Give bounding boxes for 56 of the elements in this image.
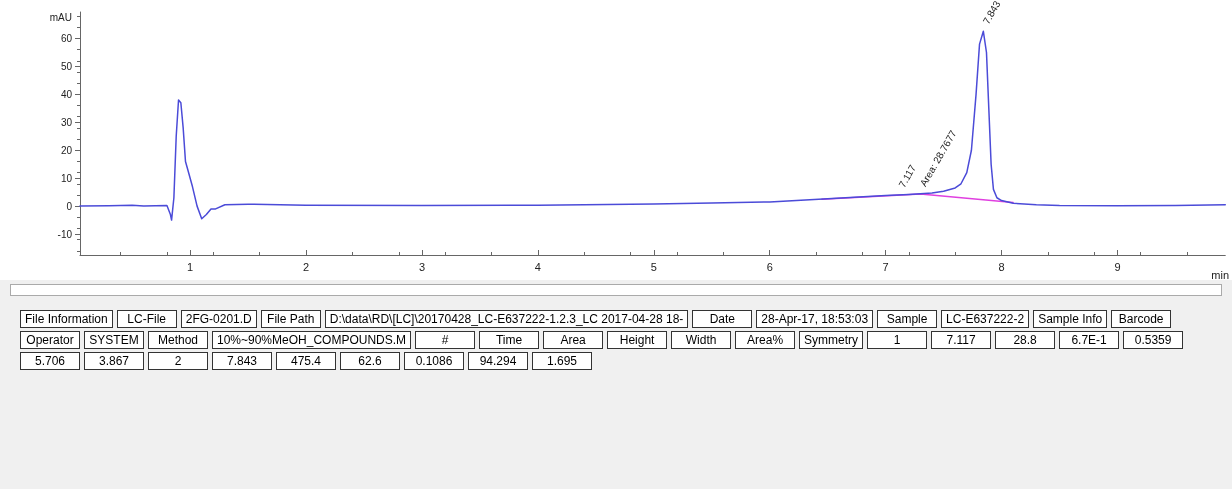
y-tick-label: 20 (60, 144, 73, 156)
x-tick-label: 1 (187, 260, 194, 273)
text: 1 (867, 331, 928, 349)
x-tick-label: 5 (650, 260, 657, 273)
text: 10%~90%MeOH_COMPOUNDS.M (212, 331, 412, 349)
text: Symmetry (799, 331, 864, 349)
x-tick-label: 4 (534, 260, 541, 273)
text: # (415, 331, 476, 349)
text: 475.4 (276, 352, 336, 370)
text: Area (543, 331, 604, 349)
text: 62.6 (340, 352, 400, 370)
text: Area% (735, 331, 796, 349)
text: File Information (20, 310, 113, 328)
x-tick-label: 2 (302, 260, 310, 273)
y-tick-label: 30 (60, 116, 73, 128)
y-axis-title: mAU (49, 11, 72, 23)
x-tick-label: 9 (1114, 260, 1121, 273)
y-tick-label: 10 (60, 172, 73, 184)
text: 0.5359 (1123, 331, 1184, 349)
text: 94.294 (468, 352, 528, 370)
x-axis-title: min (1211, 268, 1230, 281)
y-tick-label: -10 (57, 228, 73, 240)
text: Sample Info (1033, 310, 1108, 328)
text: Operator (20, 331, 80, 349)
x-tick-label: 3 (418, 260, 426, 273)
text: LC-File (116, 310, 177, 328)
text: 28.8 (995, 331, 1056, 349)
x-tick-label: 8 (998, 260, 1005, 273)
y-tick-label: 50 (60, 60, 73, 72)
text: LC-E637222-2 (941, 310, 1030, 328)
text: D:\data\RD\[LC]\20170428_LC-E637222-1.2.3_LC 2017-04-28 18- (324, 310, 689, 328)
text: Method (148, 331, 208, 349)
y-tick-label: 40 (60, 88, 73, 100)
text: File Path (260, 310, 321, 328)
y-tick-label: 60 (60, 33, 73, 45)
text: 1.695 (532, 352, 592, 370)
text: 6.7E-1 (1059, 331, 1120, 349)
text: Width (671, 331, 732, 349)
text: 28-Apr-17, 18:53:03 (756, 310, 874, 328)
text: 3.867 (84, 352, 144, 370)
text: Height (607, 331, 668, 349)
text: 7.843 (212, 352, 272, 370)
text: Barcode (1111, 310, 1172, 328)
line-series (79, 30, 1227, 221)
y-tick-label: 0 (66, 200, 73, 212)
text: 2FG-0201.D (180, 310, 257, 328)
text: 5.706 (20, 352, 80, 370)
x-tick-label: 6 (766, 260, 773, 273)
text: Sample (877, 310, 938, 328)
text: 7.117 (931, 331, 992, 349)
x-tick-label: 7 (882, 260, 889, 273)
text: 0.1086 (404, 352, 464, 370)
text: SYSTEM (84, 331, 144, 349)
text: 2 (148, 352, 208, 370)
text: Time (479, 331, 540, 349)
text: Date (692, 310, 753, 328)
